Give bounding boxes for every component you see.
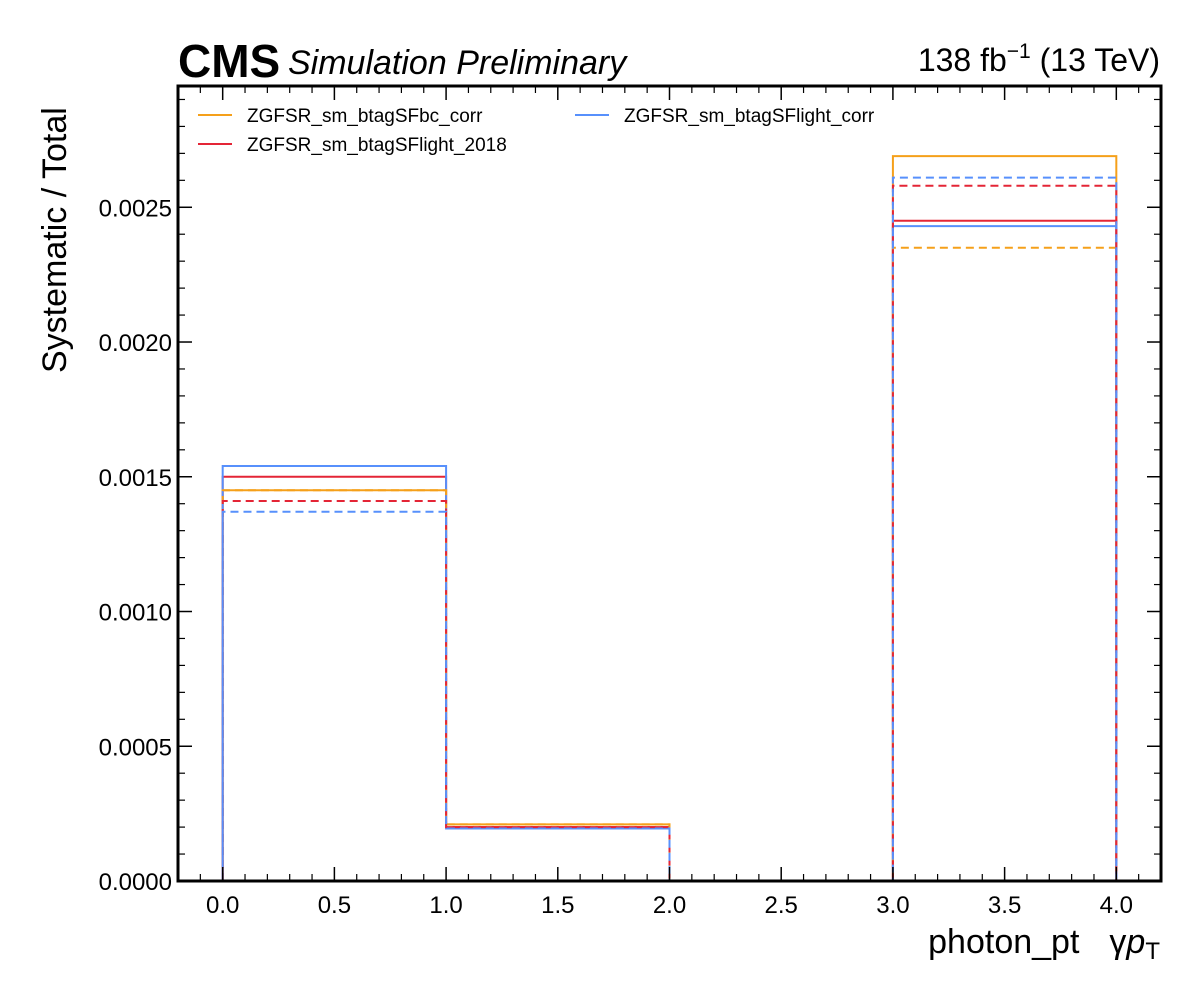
series-line-up-1 bbox=[221, 219, 1118, 882]
y-tick-label: 0.0000 bbox=[99, 869, 172, 896]
x-axis-title: photon_pt γpT bbox=[928, 923, 1160, 965]
x-axis-title-gamma: γ bbox=[1109, 923, 1126, 961]
x-tick-label: 3.5 bbox=[988, 892, 1021, 919]
x-axis-title-main: photon_pt bbox=[928, 923, 1080, 961]
legend-entry-label: ZGFSR_sm_btagSFlight_corr bbox=[624, 106, 875, 127]
series-layer bbox=[221, 155, 1118, 882]
y-tick-label: 0.0005 bbox=[99, 734, 172, 761]
x-axis-title-sub: T bbox=[1145, 938, 1160, 965]
y-tick-label: 0.0015 bbox=[99, 465, 172, 492]
x-tick-label: 3.0 bbox=[876, 892, 909, 919]
lumi-value: 138 fb bbox=[918, 42, 1007, 78]
series-line-down-4 bbox=[221, 184, 1118, 882]
series-line-down-3 bbox=[221, 246, 1118, 882]
tick-labels: 0.0 0.5 1.0 1.5 2.0 2.5 3.0 3.5 4.0 0.0000 0.0005 0… bbox=[99, 195, 1133, 919]
x-tick-label: 0.0 bbox=[206, 892, 239, 919]
legend-entry-label: ZGFSR_sm_btagSFbc_corr bbox=[247, 106, 483, 127]
legend-entry-label: ZGFSR_sm_btagSFlight_2018 bbox=[247, 135, 507, 156]
y-tick-label: 0.0025 bbox=[99, 195, 172, 222]
series-line-down-5 bbox=[221, 176, 1118, 882]
lumi-exponent: −1 bbox=[1007, 40, 1031, 63]
y-axis-title: Systematic / Total bbox=[36, 107, 74, 373]
lumi-energy: (13 TeV) bbox=[1031, 42, 1160, 78]
x-tick-label: 2.0 bbox=[653, 892, 686, 919]
plot-frame bbox=[176, 84, 1163, 883]
x-tick-label: 4.0 bbox=[1100, 892, 1133, 919]
ticks-layer bbox=[178, 86, 1161, 882]
legend: ZGFSR_sm_btagSFbc_corr ZGFSR_sm_btagSFlig… bbox=[198, 106, 875, 156]
y-tick-label: 0.0010 bbox=[99, 600, 172, 627]
status-label: Simulation Preliminary bbox=[288, 44, 628, 82]
x-tick-label: 1.0 bbox=[429, 892, 462, 919]
y-tick-label: 0.0020 bbox=[99, 330, 172, 357]
series-line-up-2 bbox=[221, 225, 1118, 882]
lumi-label: 138 fb−1 (13 TeV) bbox=[918, 40, 1160, 78]
experiment-label: CMS bbox=[178, 35, 280, 87]
x-axis-title-p: p bbox=[1125, 923, 1145, 961]
x-tick-label: 1.5 bbox=[541, 892, 574, 919]
series-line-up-0 bbox=[221, 155, 1118, 882]
x-tick-label: 0.5 bbox=[318, 892, 351, 919]
x-tick-label: 2.5 bbox=[765, 892, 798, 919]
